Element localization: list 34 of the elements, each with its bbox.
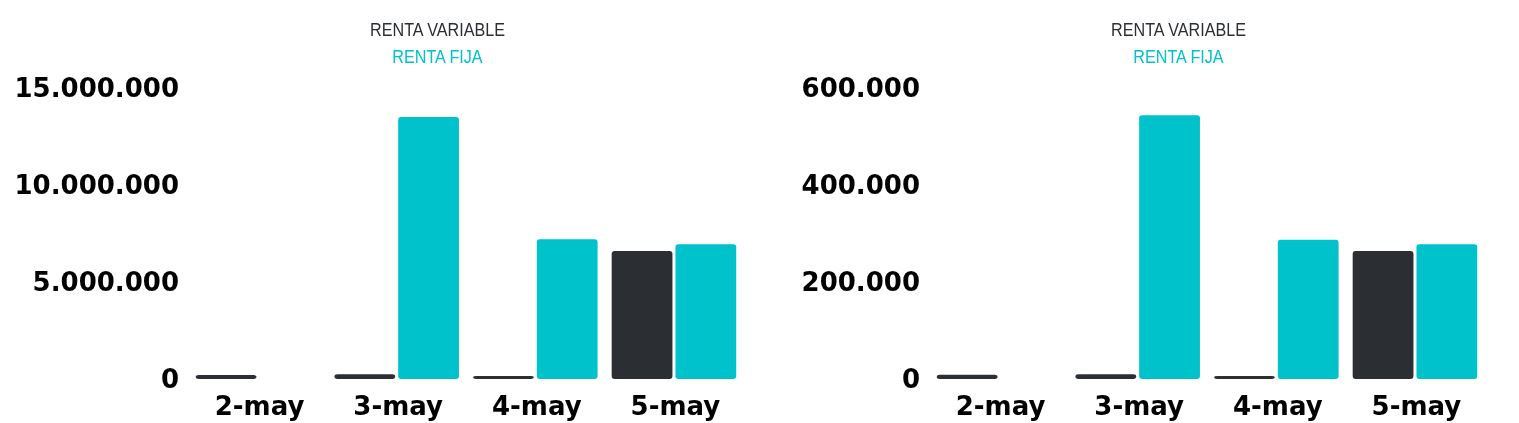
x-tick-label: 5-may bbox=[630, 391, 721, 421]
bar bbox=[936, 374, 998, 379]
bar bbox=[611, 250, 673, 379]
y-tick-label: 5.000.000 bbox=[32, 267, 179, 298]
bar bbox=[1214, 376, 1275, 379]
y-tick-label: 10.000.000 bbox=[14, 170, 179, 201]
text: RENTA FIJA bbox=[1133, 45, 1224, 68]
y-tick-label: 15.000.000 bbox=[14, 73, 179, 104]
text: RENTA VARIABLE bbox=[370, 18, 505, 41]
x-tick-label: 3-may bbox=[353, 391, 444, 421]
x-tick-label: 4-may bbox=[1232, 391, 1323, 421]
text: RENTA FIJA bbox=[392, 45, 483, 68]
x-tick-label: 5-may bbox=[1371, 391, 1462, 421]
y-tick-label: 600.000 bbox=[801, 73, 920, 104]
y-tick-label: 200.000 bbox=[801, 267, 920, 298]
bar bbox=[1277, 239, 1339, 379]
bar bbox=[398, 117, 459, 379]
bar bbox=[334, 374, 396, 379]
x-tick-label: 2-may bbox=[955, 391, 1046, 421]
bar bbox=[1352, 250, 1414, 379]
y-tick-label: 0 bbox=[901, 364, 920, 395]
y-tick-label: 400.000 bbox=[801, 170, 920, 201]
bar bbox=[473, 376, 534, 379]
bar bbox=[675, 244, 737, 379]
x-tick-label: 4-may bbox=[491, 391, 582, 421]
bar bbox=[1075, 374, 1137, 379]
x-tick-label: 2-may bbox=[214, 391, 305, 421]
text: RENTA VARIABLE bbox=[1111, 18, 1246, 41]
x-tick-label: 3-may bbox=[1094, 391, 1185, 421]
y-tick-label: 0 bbox=[160, 364, 179, 395]
bar bbox=[1416, 244, 1478, 379]
bar bbox=[195, 375, 257, 379]
bar bbox=[1139, 115, 1200, 379]
bar bbox=[536, 239, 598, 379]
